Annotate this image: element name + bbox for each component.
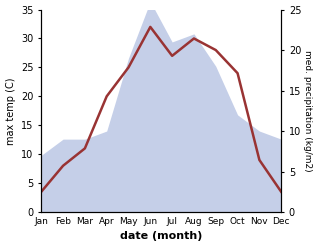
- X-axis label: date (month): date (month): [120, 231, 203, 242]
- Y-axis label: max temp (C): max temp (C): [5, 77, 16, 144]
- Y-axis label: med. precipitation (kg/m2): med. precipitation (kg/m2): [303, 50, 313, 172]
